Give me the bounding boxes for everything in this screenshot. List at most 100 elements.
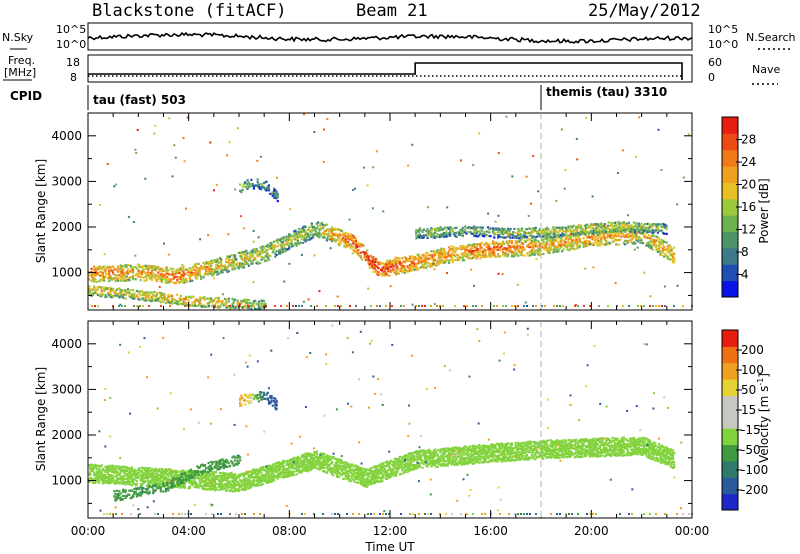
data-cell [275, 461, 278, 465]
data-cell [379, 272, 383, 275]
data-cell [567, 240, 570, 243]
data-cell [212, 486, 215, 489]
data-cell [179, 294, 183, 298]
data-cell [130, 480, 133, 483]
data-cell [653, 240, 656, 243]
data-cell [241, 259, 244, 262]
data-cell [215, 263, 218, 266]
data-cell [315, 453, 318, 456]
data-cell [192, 481, 195, 484]
data-cell [265, 481, 268, 484]
data-cell [390, 269, 393, 272]
data-cell [240, 488, 243, 491]
data-cell [596, 231, 599, 234]
data-cell [196, 277, 199, 280]
data-cell [378, 263, 381, 266]
data-cell [154, 472, 157, 475]
data-cell [211, 476, 214, 479]
data-cell [327, 468, 330, 471]
data-cell [396, 265, 399, 268]
data-cell [129, 264, 132, 267]
data-cell [100, 286, 103, 289]
data-cell [330, 471, 334, 474]
noise-cell [411, 303, 414, 306]
data-cell [144, 472, 147, 475]
data-cell [469, 257, 472, 260]
data-cell [660, 229, 663, 232]
data-cell [211, 480, 214, 483]
noise-cell [236, 127, 239, 130]
data-cell [558, 229, 561, 233]
data-cell [280, 245, 283, 248]
data-cell [145, 467, 149, 470]
data-cell [346, 474, 349, 478]
data-cell [442, 235, 446, 238]
noise-cell [439, 226, 442, 228]
data-cell [100, 471, 103, 474]
data-cell [260, 188, 263, 191]
data-cell [216, 306, 219, 309]
data-cell [285, 467, 288, 471]
data-cell [466, 253, 469, 256]
data-cell [424, 255, 427, 258]
data-cell [609, 230, 612, 233]
data-cell [372, 258, 375, 261]
data-cell [497, 253, 500, 256]
data-cell [654, 240, 657, 243]
data-cell [366, 481, 369, 484]
data-cell [315, 461, 318, 464]
data-cell [135, 272, 138, 275]
data-cell [576, 231, 579, 234]
data-cell [630, 230, 633, 233]
data-cell [304, 456, 307, 459]
data-cell [413, 258, 417, 261]
data-cell [611, 229, 614, 232]
data-cell [425, 230, 428, 233]
data-cell [532, 231, 535, 234]
data-cell [143, 472, 146, 475]
data-cell [213, 478, 216, 481]
data-cell [640, 225, 643, 228]
data-cell [96, 273, 99, 276]
data-cell [349, 245, 352, 248]
data-cell [227, 300, 230, 303]
data-cell [267, 464, 271, 467]
noise-cell [242, 227, 245, 230]
data-cell [368, 266, 371, 269]
data-cell [504, 231, 507, 234]
data-cell [362, 480, 365, 484]
nsearch-label: N.Search [746, 31, 796, 44]
data-cell [439, 235, 442, 238]
data-cell [518, 248, 521, 251]
data-cell [295, 463, 298, 466]
data-cell [301, 468, 305, 471]
data-cell [431, 264, 434, 267]
data-cell [591, 238, 594, 241]
data-cell [148, 473, 151, 477]
data-cell [525, 245, 529, 248]
noise-cell [288, 262, 291, 265]
data-cell [246, 187, 249, 191]
data-cell [240, 251, 243, 254]
data-cell [304, 231, 307, 235]
data-cell [227, 483, 230, 486]
data-cell [525, 239, 529, 242]
data-cell [383, 264, 386, 267]
data-cell [470, 226, 473, 229]
data-cell [237, 473, 240, 476]
data-cell [125, 279, 128, 282]
data-cell [227, 255, 230, 259]
data-cell [566, 234, 569, 237]
data-cell [208, 271, 211, 274]
data-cell [366, 249, 369, 252]
data-cell [158, 269, 161, 272]
data-cell [184, 297, 188, 300]
data-cell [527, 244, 530, 247]
data-cell [530, 250, 534, 253]
data-cell [663, 232, 666, 235]
data-cell [315, 467, 318, 470]
data-cell [475, 253, 478, 256]
data-cell [543, 246, 546, 250]
data-cell [161, 273, 164, 276]
data-cell [519, 235, 522, 238]
